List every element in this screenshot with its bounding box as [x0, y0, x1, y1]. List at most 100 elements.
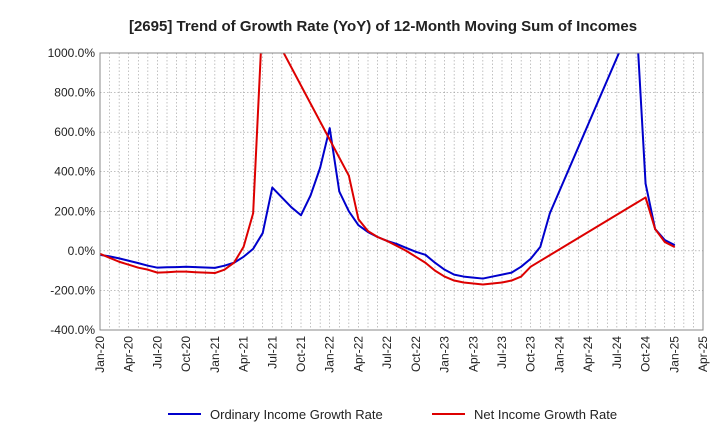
series-layer [100, 13, 676, 286]
legend: Ordinary Income Growth Rate Net Income Gr… [168, 407, 617, 422]
series-1-point [118, 257, 121, 260]
series-1-point [395, 243, 398, 245]
series-1-point [501, 273, 503, 276]
series-2-point [472, 282, 475, 285]
series-2-point [252, 212, 255, 215]
series-2-point [185, 270, 188, 273]
series-1-point [156, 266, 159, 269]
series-1-point [242, 255, 245, 258]
y-tick-label: 0.0% [68, 244, 96, 258]
series-2-point [654, 228, 657, 230]
series-1-point [213, 266, 216, 269]
series-2-point [194, 271, 197, 274]
series-2-point [510, 279, 513, 282]
series-2-point [347, 174, 350, 177]
series-2-point [213, 272, 216, 274]
x-tick-label: Oct-21 [294, 336, 308, 372]
series-1-point [280, 196, 283, 199]
series-1-point [347, 210, 350, 213]
series-1-point [185, 265, 188, 268]
series-2-point [520, 275, 523, 278]
y-axis: -400.0% -200.0% 0.0% 200.0% 400.0% 600.0% 800.… [48, 46, 96, 337]
x-tick-label: Apr-22 [351, 336, 365, 372]
series-1-point [424, 253, 427, 256]
series-1-point [300, 214, 302, 217]
x-tick-label: Oct-20 [179, 336, 193, 372]
grid [100, 52, 703, 331]
series-1-point [405, 246, 408, 249]
series-2-point [367, 230, 369, 232]
x-tick-label: Jul-24 [610, 336, 624, 369]
y-tick-label: 600.0% [54, 125, 95, 139]
series-2-point [434, 269, 436, 272]
series-1-point [529, 257, 532, 260]
x-tick-label: Jul-21 [265, 336, 279, 369]
series-1-point [166, 266, 168, 269]
series-2-point [491, 282, 494, 285]
series-1-point [357, 224, 360, 227]
series-2-point [233, 261, 235, 264]
series-2-point [481, 283, 484, 286]
legend-label-1: Ordinary Income Growth Rate [210, 407, 383, 422]
chart-title: [2695] Trend of Growth Rate (YoY) of 12-… [129, 18, 637, 35]
series-2-point [405, 249, 408, 252]
series-1-point [309, 194, 312, 197]
series-1-point [137, 262, 140, 265]
x-tick-label: Apr-21 [237, 336, 251, 372]
x-tick-label: Jan-22 [323, 336, 337, 373]
x-tick-label: Jan-20 [93, 336, 107, 373]
x-tick-label: Jul-23 [495, 336, 509, 369]
y-tick-label: 200.0% [54, 204, 95, 218]
x-tick-label: Jan-21 [208, 336, 222, 373]
series-2-point [262, 13, 264, 15]
series-1-point [194, 266, 197, 268]
x-tick-label: Apr-23 [466, 336, 480, 372]
series-1-point [290, 206, 293, 209]
series-1-point [127, 259, 130, 262]
x-tick-label: Apr-20 [122, 336, 136, 372]
series-1-point [539, 246, 542, 248]
series-2-point [108, 256, 111, 259]
series-1-point [223, 264, 226, 267]
series-2-point [395, 245, 398, 247]
x-tick-label: Apr-24 [581, 336, 595, 372]
y-tick-label: 800.0% [54, 86, 95, 100]
x-tick-label: Oct-24 [639, 336, 653, 372]
series-2-point [663, 241, 666, 243]
series-1-point [146, 264, 149, 267]
series-2-point [156, 271, 159, 274]
series-1-point [175, 266, 178, 268]
series-2-point [414, 255, 417, 258]
x-tick-label: Jul-22 [380, 336, 394, 369]
series-line-2 [100, 53, 675, 286]
series-2-point [242, 246, 245, 248]
series-2-point [453, 279, 456, 282]
series-1-point [472, 276, 475, 279]
y-tick-label: -400.0% [50, 323, 95, 337]
series-2-point [146, 268, 149, 271]
series-1-point [520, 265, 523, 268]
series-2-point [443, 275, 446, 278]
series-1-point [453, 273, 456, 276]
series-1-point [635, 13, 637, 15]
series-1-point [462, 275, 465, 278]
series-1-point [644, 182, 647, 185]
series-1-point [319, 166, 322, 169]
series-2-point [424, 261, 427, 264]
series-1-point [271, 186, 274, 189]
series-1-point [510, 271, 513, 274]
series-1-point [204, 266, 207, 269]
series-2-point [386, 240, 389, 242]
series-1-point [414, 250, 417, 253]
series-2-point [357, 218, 360, 221]
series-1-point [491, 275, 494, 278]
series-2-point [137, 266, 140, 269]
x-tick-label: Jan-23 [438, 336, 452, 373]
legend-label-2: Net Income Growth Rate [474, 407, 617, 422]
series-1-point [443, 268, 446, 271]
x-tick-label: Jul-20 [150, 336, 164, 369]
series-2-point [644, 196, 647, 199]
series-1-point [261, 232, 264, 234]
series-2-point [376, 236, 379, 238]
